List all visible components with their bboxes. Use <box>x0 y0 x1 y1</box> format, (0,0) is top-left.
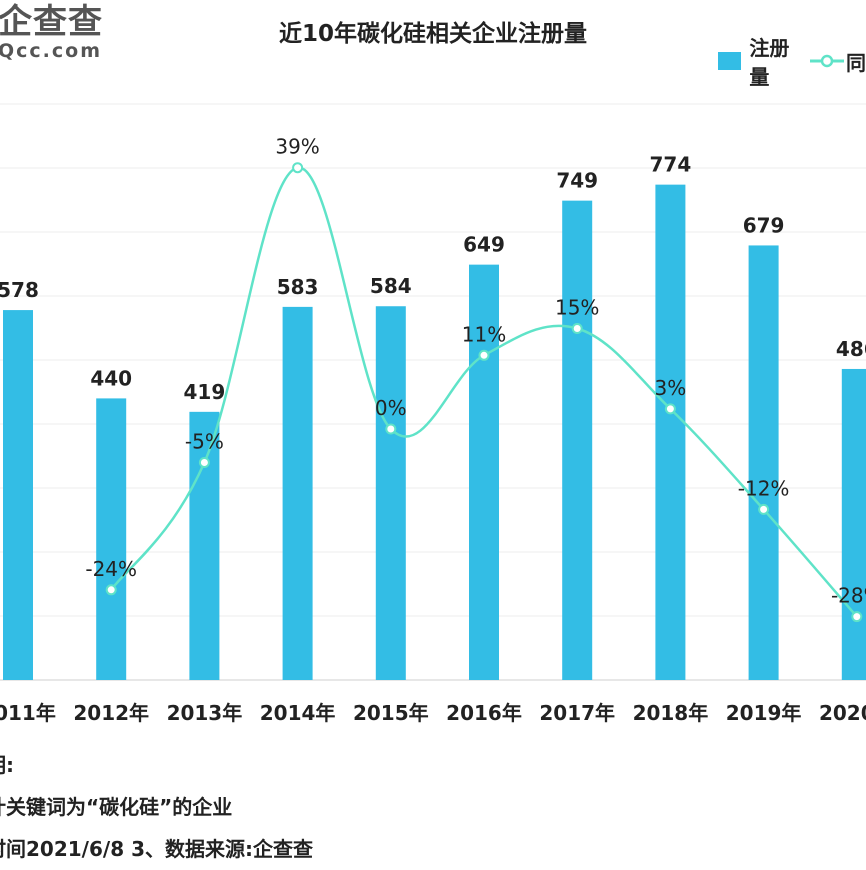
growth-value-label: 15% <box>555 296 599 320</box>
bar-value-label: 584 <box>370 274 412 298</box>
growth-value-label: 3% <box>655 376 687 400</box>
growth-line <box>110 166 858 618</box>
bar <box>3 310 33 680</box>
logo-text: 企查查 <box>0 2 103 42</box>
x-tick-label: 2015年 <box>353 701 429 725</box>
growth-point <box>198 457 210 468</box>
x-tick-label: 2020年 <box>819 701 866 725</box>
bar <box>748 245 779 680</box>
x-tick-label: 2019年 <box>726 701 802 725</box>
qcc-logo: 企查查 Qcc.com <box>0 2 103 62</box>
bar-value-label: 440 <box>90 366 132 390</box>
growth-value-label: 0% <box>375 396 407 420</box>
growth-value-label: 11% <box>462 322 506 346</box>
bar-value-label: 486 <box>836 337 866 361</box>
growth-point <box>478 349 490 361</box>
logo-url: Qcc.com <box>0 40 103 62</box>
growth-value-label: -28% <box>831 584 866 608</box>
x-tick-label: 2012年 <box>73 701 149 725</box>
growth-point <box>571 323 583 334</box>
legend-line-label: 同 <box>846 50 866 75</box>
chart-legend: 注册量 同 <box>718 36 866 89</box>
growth-line-series <box>105 162 863 623</box>
bar-value-label: 749 <box>556 169 598 193</box>
bar-value-label: 583 <box>277 275 319 299</box>
x-tick-label: 2018年 <box>633 701 709 725</box>
bar <box>189 411 220 680</box>
bar-value-label: 649 <box>463 233 505 257</box>
x-tick-label: 2014年 <box>260 701 336 725</box>
bar-value-label: 578 <box>0 278 39 302</box>
growth-point <box>385 423 397 435</box>
bar <box>841 368 866 680</box>
chart-title: 近10年碳化硅相关企业注册量 <box>278 21 587 47</box>
bar <box>282 306 313 680</box>
notes-heading: 明: <box>0 753 14 777</box>
bar-value-label: 774 <box>650 153 692 177</box>
x-tick-label: 2016年 <box>446 701 522 725</box>
growth-value-label: 39% <box>275 135 319 159</box>
notes-line-1: 计关键词为“碳化硅”的企业 <box>0 795 233 819</box>
growth-point <box>292 162 304 174</box>
bar <box>96 398 127 680</box>
bar <box>655 184 686 680</box>
bar-series <box>3 184 866 680</box>
x-axis: 2011年 2012年 2013年 2014年 2015年 2016年 2017年 2018年… <box>0 701 866 725</box>
bar <box>469 264 499 680</box>
growth-point <box>851 611 863 623</box>
growth-value-label: -12% <box>738 476 790 500</box>
notes-line-2: 时间2021/6/8 3、数据来源:企查查 <box>0 837 313 861</box>
growth-point <box>105 584 117 596</box>
notes: 明: 计关键词为“碳化硅”的企业 时间2021/6/8 3、数据来源:企查查 <box>0 744 313 870</box>
grid-lines <box>0 103 866 681</box>
bar-value-label: 679 <box>743 213 785 237</box>
bar <box>562 200 593 680</box>
growth-value-label: -5% <box>185 430 224 454</box>
x-tick-label: 2013年 <box>167 701 243 725</box>
x-tick-label: 2017年 <box>539 701 615 725</box>
bar <box>375 306 406 680</box>
legend-bar-swatch <box>718 52 742 70</box>
growth-point <box>758 503 770 515</box>
growth-value-label: -24% <box>85 557 137 581</box>
data-labels: 578 440 419 583 584 649 749 774 679 486 -24% -5% 39%… <box>0 135 866 608</box>
x-tick-label: 2011年 <box>0 701 56 725</box>
bar-value-label: 419 <box>184 380 226 404</box>
legend-bar-label: 注册量 <box>749 36 790 89</box>
legend-line-swatch <box>810 51 844 71</box>
growth-point <box>664 403 676 415</box>
